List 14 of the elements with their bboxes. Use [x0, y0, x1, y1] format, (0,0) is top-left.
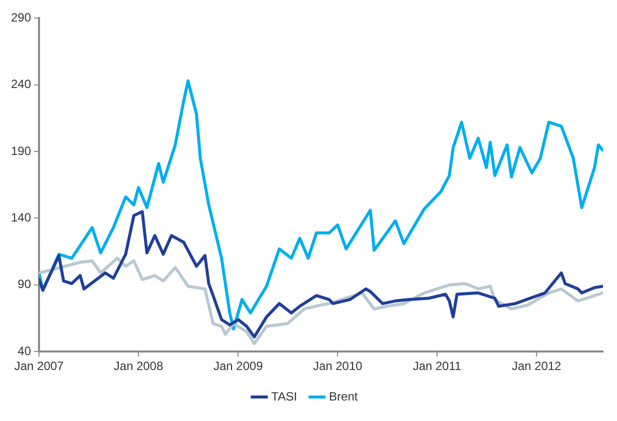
x-tick-label: Jan 2008: [114, 359, 164, 374]
y-tick-label: 290: [10, 10, 32, 25]
x-tick-label: Jan 2011: [412, 359, 462, 374]
x-tick-label: Jan 2010: [312, 359, 363, 374]
y-tick-label: 240: [10, 77, 32, 92]
x-tick-label: Jan 2009: [213, 359, 264, 374]
y-tick-label: 90: [18, 277, 32, 292]
legend-label: Brent: [329, 389, 358, 404]
y-tick-label: 190: [10, 144, 32, 158]
x-tick-label: Jan 2007: [14, 359, 64, 374]
y-tick-label: 140: [10, 210, 32, 225]
x-tick-label: Jan 2012: [512, 359, 562, 374]
y-tick-label: 40: [18, 344, 32, 358]
legend-label: TASI: [271, 389, 298, 404]
